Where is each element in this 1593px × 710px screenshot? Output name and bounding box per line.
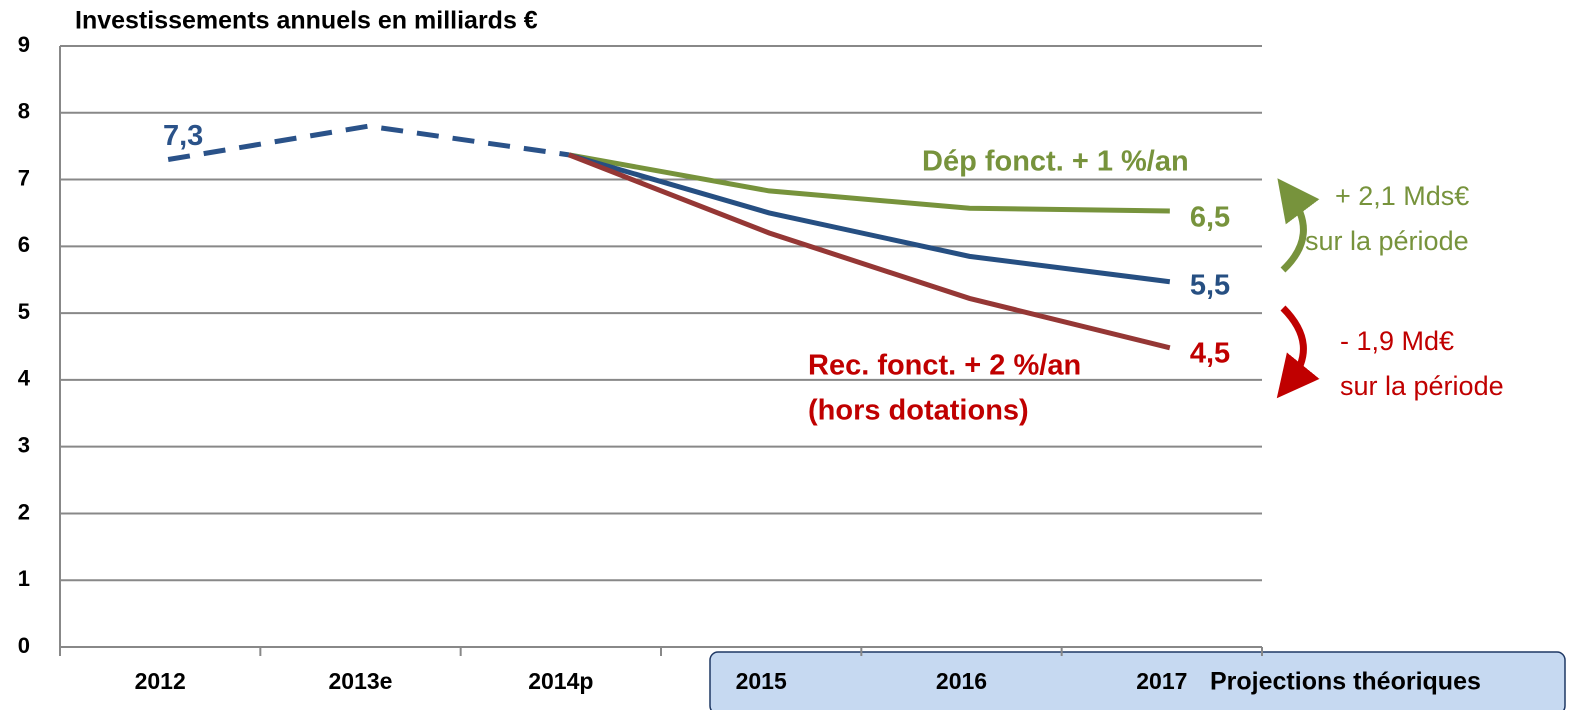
y-tick-label: 1 — [18, 566, 30, 591]
line — [567, 152, 1171, 351]
x-tick-label: 2017 — [1136, 668, 1187, 694]
series-annotation: (hors dotations) — [808, 395, 1029, 427]
y-tick-label: 2 — [18, 499, 30, 524]
y-tick-label: 9 — [18, 32, 30, 57]
delta-annotation: sur la période — [1305, 226, 1469, 256]
series-annotation: Dép fonct. + 1 %/an — [922, 146, 1189, 178]
y-tick-label: 0 — [18, 633, 30, 658]
line — [568, 152, 1171, 285]
delta-annotation: - 1,9 Md€ — [1340, 326, 1454, 356]
data-label: 6,5 — [1190, 202, 1230, 234]
y-tick-label: 3 — [18, 432, 30, 457]
line — [568, 152, 1170, 214]
y-tick-label: 6 — [18, 232, 30, 257]
x-tick-label: 2014p — [528, 668, 593, 694]
delta-annotation: sur la période — [1340, 371, 1504, 401]
projection-label: Projections théoriques — [1210, 668, 1481, 696]
data-label: 4,5 — [1190, 337, 1230, 369]
data-label: 7,3 — [163, 120, 203, 152]
y-tick-label: 5 — [18, 299, 30, 324]
y-tick-label: 7 — [18, 165, 30, 190]
arrow — [1276, 305, 1320, 399]
chart-title: Investissements annuels en milliards € — [75, 7, 538, 35]
arrow — [1277, 178, 1320, 273]
projection-box — [709, 651, 1566, 710]
x-tick-label: 2015 — [736, 668, 787, 694]
x-tick-label: 2012 — [135, 668, 186, 694]
line — [167, 123, 570, 162]
series-annotation: Rec. fonct. + 2 %/an — [808, 350, 1081, 382]
delta-annotation: + 2,1 Mds€ — [1335, 181, 1469, 211]
x-tick-label: 2016 — [936, 668, 987, 694]
x-tick-label: 2013e — [329, 668, 393, 694]
data-label: 5,5 — [1190, 269, 1230, 301]
y-tick-label: 8 — [18, 99, 30, 124]
y-tick-label: 4 — [18, 366, 31, 391]
